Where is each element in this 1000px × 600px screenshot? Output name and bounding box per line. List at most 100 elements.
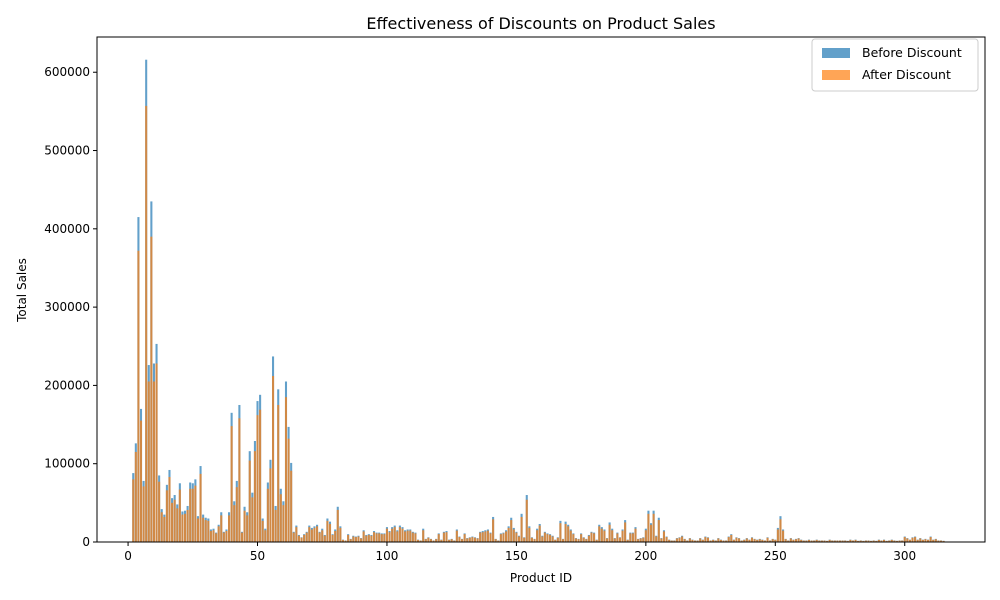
bar-after-discount-163 [549, 534, 552, 542]
bar-after-discount-278 [846, 540, 849, 542]
bar-after-discount-124 [448, 539, 451, 542]
bar-after-discount-268 [820, 540, 823, 542]
bar-after-discount-299 [901, 540, 904, 542]
bar-after-discount-119 [435, 539, 438, 542]
bar-after-discount-39 [228, 515, 231, 542]
bar-after-discount-104 [396, 531, 399, 542]
bar-after-discount-181 [595, 539, 598, 542]
bar-after-discount-170 [567, 526, 570, 542]
bar-after-discount-71 [310, 529, 313, 542]
bar-after-discount-196 [634, 528, 637, 542]
bar-after-discount-261 [802, 540, 805, 542]
bar-after-discount-36 [220, 515, 223, 542]
bar-after-discount-133 [471, 537, 474, 542]
bar-after-discount-147 [507, 527, 510, 542]
bar-after-discount-16 [168, 477, 171, 542]
bar-after-discount-214 [681, 536, 684, 542]
bar-after-discount-153 [523, 537, 526, 542]
bar-after-discount-91 [362, 531, 365, 542]
bar-after-discount-286 [867, 540, 870, 542]
bar-after-discount-18 [173, 499, 176, 542]
bar-after-discount-239 [745, 538, 748, 542]
bar-after-discount-190 [618, 537, 621, 542]
bar-after-discount-236 [738, 538, 741, 542]
bar-after-discount-89 [357, 536, 360, 542]
bar-after-discount-62 [287, 438, 290, 542]
legend: Before Discount After Discount [811, 38, 979, 92]
y-tick-label: 200000 [44, 378, 90, 392]
bar-after-discount-127 [455, 530, 458, 542]
bar-after-discount-208 [665, 537, 668, 542]
bar-after-discount-251 [776, 529, 779, 542]
bar-after-discount-280 [851, 540, 854, 542]
x-tick-label: 100 [376, 549, 399, 563]
bar-after-discount-146 [505, 531, 508, 542]
bar-after-discount-68 [303, 534, 306, 542]
bar-after-discount-110 [411, 532, 414, 542]
x-tick-label: 150 [505, 549, 528, 563]
bar-after-discount-200 [644, 530, 647, 542]
bar-after-discount-44 [240, 532, 244, 542]
bar-after-discount-99 [383, 534, 386, 542]
bar-after-discount-224 [706, 537, 710, 542]
bar-after-discount-315 [942, 540, 945, 542]
bar-after-discount-128 [458, 537, 461, 542]
bar-after-discount-273 [833, 540, 836, 542]
bar-after-discount-283 [859, 540, 862, 542]
bar-after-discount-267 [818, 540, 821, 542]
bar-after-discount-307 [921, 539, 924, 542]
bar-after-discount-204 [655, 536, 658, 542]
bar-after-discount-298 [898, 540, 901, 542]
bar-after-discount-180 [593, 533, 596, 542]
bar-after-discount-93 [367, 534, 370, 542]
bar-after-discount-225 [709, 540, 712, 542]
bar-after-discount-288 [872, 540, 875, 542]
bar-after-discount-87 [352, 536, 355, 542]
bar-after-discount-189 [616, 533, 619, 542]
bar-after-discount-218 [691, 539, 694, 542]
bar-after-discount-219 [694, 540, 697, 542]
bar-after-discount-309 [927, 539, 930, 542]
bar-after-discount-126 [453, 540, 456, 542]
bar-after-discount-193 [626, 539, 629, 542]
bar-after-discount-172 [572, 534, 575, 542]
bar-after-discount-130 [463, 534, 466, 542]
bar-after-discount-304 [914, 537, 917, 542]
bar-after-discount-177 [585, 539, 588, 542]
bar-after-discount-49 [253, 451, 256, 542]
bar-after-discount-123 [445, 532, 448, 542]
bar-after-discount-88 [354, 537, 357, 542]
bar-after-discount-265 [813, 540, 816, 542]
bar-after-discount-276 [841, 540, 844, 542]
x-tick-label: 250 [764, 549, 787, 563]
bar-after-discount-76 [323, 535, 326, 542]
bar-after-discount-271 [828, 539, 831, 542]
bar-after-discount-160 [541, 536, 544, 542]
bar-after-discount-46 [246, 515, 249, 542]
bar-after-discount-54 [266, 488, 269, 542]
y-axis-ticks: 0 100000 200000 300000 400000 500000 600000 [44, 65, 97, 549]
bar-after-discount-174 [577, 539, 580, 542]
bar-after-discount-213 [678, 537, 681, 542]
bar-after-discount-156 [530, 537, 533, 542]
bar-after-discount-287 [870, 540, 873, 542]
bar-after-discount-27 [196, 518, 199, 542]
bar-after-discount-32 [209, 531, 212, 542]
plot-frame [96, 36, 986, 543]
bar-after-discount-238 [743, 539, 746, 542]
bar-after-discount-162 [546, 534, 549, 542]
bar-after-discount-192 [624, 522, 627, 542]
y-tick-label: 600000 [44, 65, 90, 79]
bar-after-discount-297 [895, 540, 899, 542]
bar-after-discount-11 [155, 363, 158, 542]
bar-after-discount-206 [660, 538, 663, 542]
bar-after-discount-254 [784, 539, 787, 542]
legend-box [811, 38, 979, 92]
bar-after-discount-203 [652, 513, 655, 542]
bar-after-discount-241 [750, 537, 754, 542]
bar-after-discount-117 [429, 539, 433, 542]
x-tick-label: 200 [634, 549, 657, 563]
bar-after-discount-129 [461, 539, 464, 542]
bar-after-discount-202 [649, 524, 653, 542]
bar-after-discount-281 [854, 539, 857, 542]
